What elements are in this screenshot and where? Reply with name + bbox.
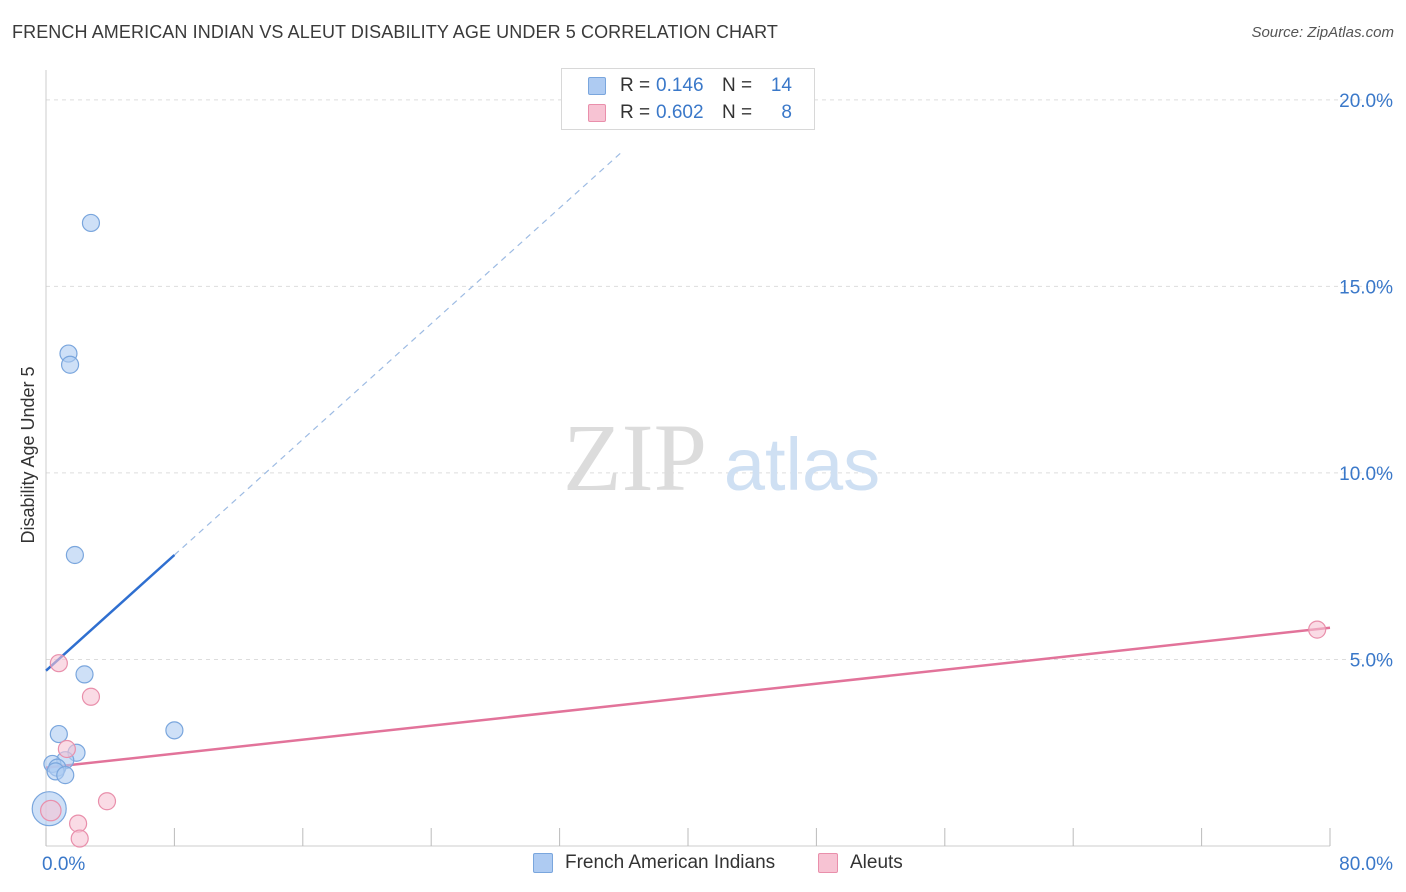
legend-n-value: 14 <box>770 75 792 96</box>
watermark-atlas: atlas <box>724 423 880 506</box>
trend-line-blue <box>45 554 176 672</box>
trend-line-blue-extended <box>173 149 625 556</box>
watermark-zip: ZIP <box>563 404 707 511</box>
point-aleuts <box>70 829 89 848</box>
y-tick-label: 10.0% <box>1339 464 1393 485</box>
series-legend-aleuts: Aleuts <box>818 852 903 874</box>
series-swatch-pink <box>818 853 838 873</box>
point-french-american-indians <box>75 665 94 684</box>
point-aleuts <box>68 814 88 833</box>
source-label: Source: ZipAtlas.com <box>1251 24 1394 41</box>
point-aleuts <box>97 792 117 811</box>
point-aleuts <box>49 654 68 673</box>
y-tick-label: 20.0% <box>1339 91 1393 112</box>
point-french-american-indians <box>165 721 184 740</box>
legend-swatch-blue <box>588 77 606 95</box>
point-french-american-indians <box>60 355 80 374</box>
series-swatch-blue <box>533 853 553 873</box>
data-points <box>31 213 1327 848</box>
watermark: ZIP atlas <box>563 404 880 511</box>
legend-n-value: 8 <box>781 102 792 123</box>
y-tick-label: 5.0% <box>1350 650 1393 671</box>
x-tick-label-min: 0.0% <box>42 854 85 875</box>
y-tick-label: 15.0% <box>1339 277 1393 298</box>
legend-r-label: R = <box>620 75 651 96</box>
y-axis-title: Disability Age Under 5 <box>18 366 38 543</box>
trend-lines <box>45 149 1331 769</box>
series-legend-french-american-indians: French American Indians <box>533 852 775 874</box>
legend-swatch-pink <box>588 104 606 122</box>
legend-r-label: R = <box>620 102 651 123</box>
legend-row-aleuts: R = 0.602 N = 8 <box>588 100 792 126</box>
chart-title: FRENCH AMERICAN INDIAN VS ALEUT DISABILI… <box>12 22 779 42</box>
point-aleuts <box>40 799 62 822</box>
legend-n-label: N = <box>722 75 753 96</box>
point-aleuts <box>57 739 76 759</box>
x-tick-label-max: 80.0% <box>1339 854 1393 875</box>
point-french-american-indians <box>81 213 101 233</box>
legend-r-value: 0.146 <box>656 75 704 96</box>
series-label: Aleuts <box>850 852 903 873</box>
point-french-american-indians <box>56 766 75 785</box>
point-french-american-indians <box>49 724 68 744</box>
legend-n-label: N = <box>722 102 753 123</box>
correlation-legend: R = 0.146 N = 14 R = 0.602 N = 8 <box>561 68 815 130</box>
axes <box>45 70 1331 847</box>
series-label: French American Indians <box>565 852 776 873</box>
point-french-american-indians <box>65 545 84 565</box>
axis-labels: 5.0% 10.0% 15.0% 20.0% 0.0% 80.0% Disability A… <box>18 91 1393 875</box>
trend-line-pink <box>45 626 1331 769</box>
grid-lines <box>46 99 1392 660</box>
legend-row-french-american-indians: R = 0.146 N = 14 <box>588 73 792 99</box>
point-aleuts <box>1308 620 1327 639</box>
point-aleuts <box>81 687 101 706</box>
legend-r-value: 0.602 <box>656 102 704 123</box>
